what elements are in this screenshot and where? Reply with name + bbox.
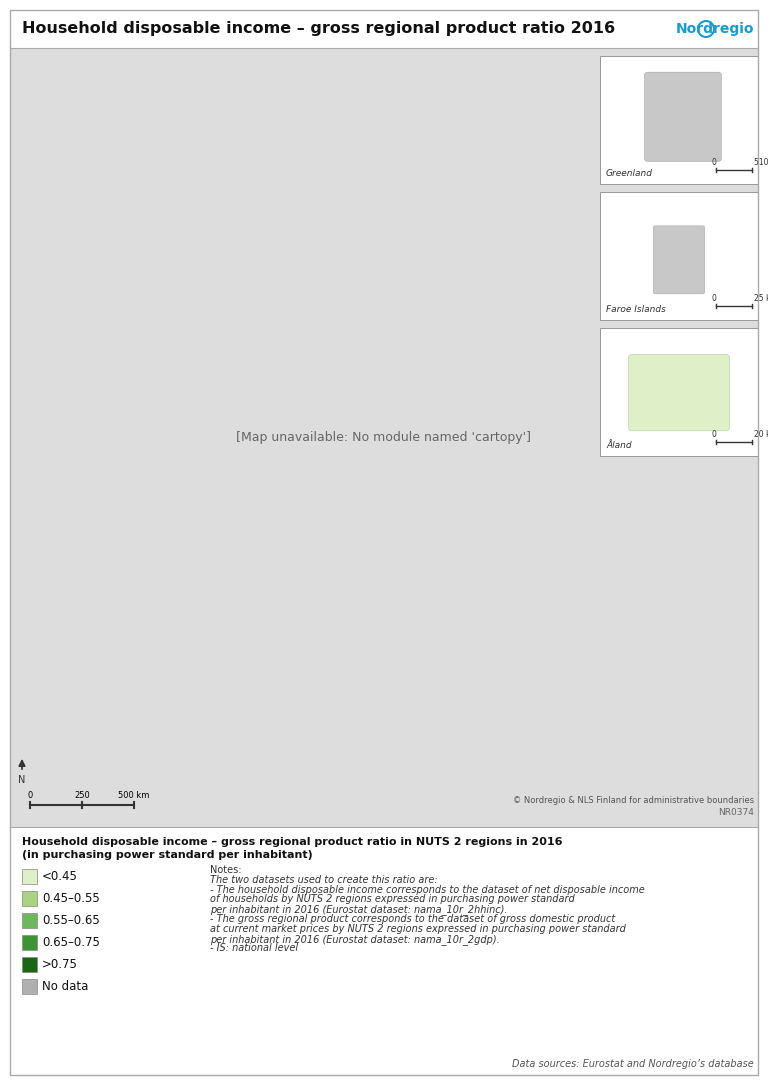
Text: at current market prices by NUTS 2 regions expressed in purchasing power standar: at current market prices by NUTS 2 regio… bbox=[210, 923, 626, 934]
FancyBboxPatch shape bbox=[644, 73, 721, 162]
Text: 500 km: 500 km bbox=[118, 791, 150, 800]
Text: Household disposable income – gross regional product ratio in NUTS 2 regions in : Household disposable income – gross regi… bbox=[22, 837, 562, 847]
Text: - IS: national level: - IS: national level bbox=[210, 943, 298, 954]
Bar bbox=[600, 56, 758, 184]
Text: Faroe Islands: Faroe Islands bbox=[606, 305, 666, 314]
Bar bbox=[22, 979, 37, 994]
Text: Data sources: Eurostat and Nordregio’s database: Data sources: Eurostat and Nordregio’s d… bbox=[512, 1059, 754, 1069]
Text: Åland: Åland bbox=[606, 441, 631, 450]
Text: 0.45–0.55: 0.45–0.55 bbox=[42, 892, 100, 905]
Text: 250: 250 bbox=[74, 791, 90, 800]
Text: >0.75: >0.75 bbox=[42, 958, 78, 971]
Text: 20 km: 20 km bbox=[754, 430, 768, 439]
Text: 510 km: 510 km bbox=[754, 158, 768, 167]
Text: 25 km: 25 km bbox=[754, 294, 768, 303]
Text: 0: 0 bbox=[28, 791, 32, 800]
Bar bbox=[10, 827, 758, 1075]
Text: © Nordregio & NLS Finland for administrative boundaries: © Nordregio & NLS Finland for administra… bbox=[513, 796, 754, 805]
Bar bbox=[22, 891, 37, 906]
Bar bbox=[10, 48, 758, 827]
Text: (in purchasing power standard per inhabitant): (in purchasing power standard per inhabi… bbox=[22, 850, 313, 860]
Text: No data: No data bbox=[42, 980, 88, 993]
Bar bbox=[22, 869, 37, 884]
Bar bbox=[22, 957, 37, 972]
Bar bbox=[10, 48, 758, 827]
FancyBboxPatch shape bbox=[628, 355, 730, 431]
Text: - The household disposable income corresponds to the dataset of net disposable i: - The household disposable income corres… bbox=[210, 884, 645, 895]
Text: <0.45: <0.45 bbox=[42, 870, 78, 883]
Text: 0.65–0.75: 0.65–0.75 bbox=[42, 936, 100, 949]
Text: Greenland: Greenland bbox=[606, 169, 653, 178]
Text: - The gross regional product corresponds to the dataset of gross domestic produc: - The gross regional product corresponds… bbox=[210, 914, 615, 924]
Text: per inhabitant in 2016 (Eurostat dataset: nama_10r_2hhinc).: per inhabitant in 2016 (Eurostat dataset… bbox=[210, 904, 508, 915]
Text: per inhabitant in 2016 (Eurostat dataset: nama_10r_2gdp).: per inhabitant in 2016 (Eurostat dataset… bbox=[210, 933, 500, 945]
Bar bbox=[22, 912, 37, 928]
Text: Household disposable income – gross regional product ratio 2016: Household disposable income – gross regi… bbox=[22, 22, 615, 37]
Text: [Map unavailable: No module named 'cartopy']: [Map unavailable: No module named 'carto… bbox=[237, 431, 531, 444]
Text: 0: 0 bbox=[712, 294, 717, 303]
Text: N: N bbox=[18, 775, 25, 786]
Text: 0.55–0.65: 0.55–0.65 bbox=[42, 914, 100, 927]
Text: NR0374: NR0374 bbox=[718, 808, 754, 817]
Text: of households by NUTS 2 regions expressed in purchasing power standard: of households by NUTS 2 regions expresse… bbox=[210, 894, 574, 905]
Text: The two datasets used to create this ratio are:: The two datasets used to create this rat… bbox=[210, 875, 438, 884]
FancyBboxPatch shape bbox=[654, 226, 705, 294]
Bar bbox=[22, 935, 37, 950]
Text: Nordregio: Nordregio bbox=[676, 22, 754, 36]
Bar bbox=[600, 192, 758, 320]
Text: Notes:: Notes: bbox=[210, 865, 241, 875]
Text: 0: 0 bbox=[712, 430, 717, 439]
Text: 0: 0 bbox=[712, 158, 717, 167]
Bar bbox=[600, 328, 758, 456]
